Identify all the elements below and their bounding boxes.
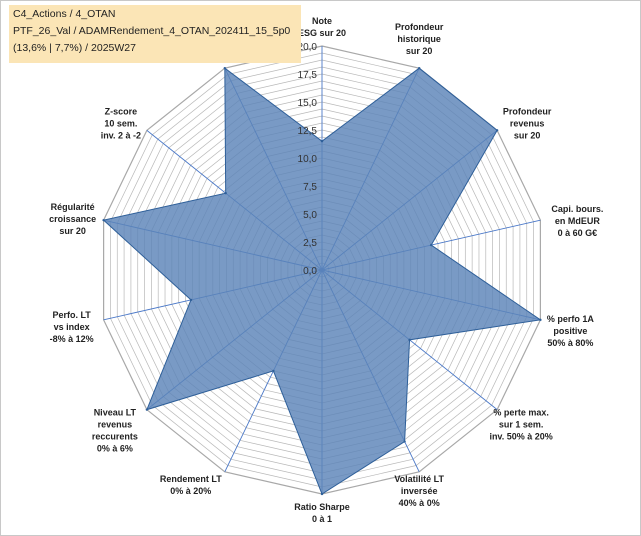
axis-label: % perfo 1A positive 50% à 80% — [547, 314, 595, 348]
radar-tick-labels: 0,0 2,5 5,0 7,5 10,0 12,5 15,0 17,5 20,0 — [298, 42, 318, 277]
axis-label: Z-score 10 sem. inv. 2 à -2 — [101, 106, 141, 140]
data-point — [223, 66, 227, 70]
tick-label: 15,0 — [298, 98, 318, 109]
axis-label: Profondeur historique sur 20 — [395, 22, 444, 56]
info-line-portfolio-group: C4_Actions / 4_OTAN — [13, 8, 116, 20]
data-point — [417, 66, 421, 70]
axis-label: Note ESG sur 20 — [298, 16, 346, 38]
tick-label: 5,0 — [303, 210, 317, 221]
tick-label: 2,5 — [303, 238, 317, 249]
axis-label: Ratio Sharpe 0 à 1 — [294, 502, 350, 524]
data-point — [495, 129, 499, 132]
data-point — [403, 440, 406, 443]
axis-label: Capi. bours. en MdEUR 0 à 60 G€ — [551, 204, 603, 238]
data-point — [429, 243, 433, 247]
tick-label: 0,0 — [303, 266, 317, 277]
data-point — [102, 218, 105, 222]
data-point — [224, 191, 227, 195]
radar-area — [102, 66, 542, 496]
tick-label: 7,5 — [303, 182, 317, 193]
chart-info-box: C4_Actions / 4_OTAN PTF_26_Val / ADAMRen… — [9, 5, 301, 63]
tick-label: 12,5 — [298, 126, 318, 137]
axis-label: Profondeur revenus sur 20 — [503, 106, 552, 140]
axis-label: Perfo. LT vs index -8% à 12% — [50, 310, 94, 344]
data-point — [408, 338, 411, 342]
axis-label: Niveau LT revenus reccurents 0% à 6% — [92, 408, 138, 454]
data-point — [320, 140, 324, 143]
axis-label: Régularité croissance sur 20 — [49, 202, 96, 236]
axis-label: Volatilité LT inversée 40% à 0% — [394, 474, 444, 508]
info-line-metrics-week: (13,6% | 7,7%) / 2025W27 — [13, 42, 136, 54]
data-point — [145, 408, 149, 411]
info-line-portfolio-name: PTF_26_Val / ADAMRendement_4_OTAN_202411… — [13, 25, 291, 37]
data-point — [272, 369, 275, 373]
tick-label: 10,0 — [298, 154, 318, 165]
data-point — [320, 492, 324, 496]
data-point — [539, 318, 542, 322]
data-point — [189, 298, 193, 302]
tick-label: 20,0 — [298, 42, 318, 53]
axis-label: Rendement LT 0% à 20% — [160, 474, 222, 496]
tick-label: 17,5 — [298, 70, 318, 81]
axis-label: % perte max. sur 1 sem. inv. 50% à 20% — [489, 408, 552, 442]
